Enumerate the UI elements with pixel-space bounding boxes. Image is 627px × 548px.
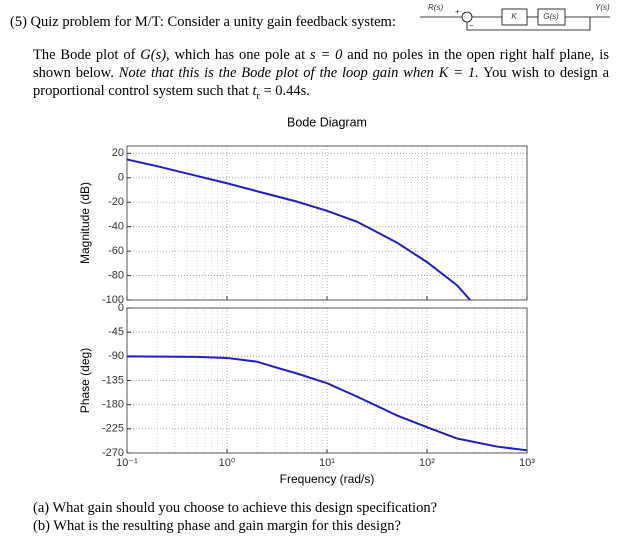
y-tick-label: -45 xyxy=(108,326,124,338)
text: = 0.44s. xyxy=(259,83,310,99)
question: (b) What is the resulting phase and gain… xyxy=(33,518,401,534)
plot-frame xyxy=(126,307,528,454)
math: s = 0 xyxy=(310,47,343,63)
y-tick-label: -225 xyxy=(102,423,124,435)
x-tick-label: 10³ xyxy=(519,457,535,469)
question: (a) What gain should you choose to achie… xyxy=(33,500,438,516)
minus-sign: − xyxy=(469,21,474,30)
curve xyxy=(126,158,471,301)
y-axis-label: Phase (deg) xyxy=(78,348,92,413)
y-axis-label: Magnitude (dB) xyxy=(78,182,92,264)
input-label: R(s) xyxy=(428,3,443,12)
x-tick-label: 10² xyxy=(419,457,435,469)
block-diagram: R(s) + − K G(s) Y(s) xyxy=(420,3,610,31)
math-sub: r xyxy=(256,90,260,102)
y-tick-label: -180 xyxy=(102,399,124,411)
x-tick-label: 10¹ xyxy=(319,457,335,469)
y-tick-label: -40 xyxy=(108,221,124,233)
chart-title: Bode Diagram xyxy=(287,115,367,129)
y-tick-label: -80 xyxy=(108,269,124,281)
plus-sign: + xyxy=(455,7,460,16)
x-tick-label: 10⁰ xyxy=(219,457,236,469)
y-tick-label: -270 xyxy=(102,447,124,459)
curve xyxy=(126,355,528,452)
plant-label: G(s) xyxy=(543,12,559,21)
paragraph-line: shown below. Note that this is the Bode … xyxy=(33,65,609,82)
plot-area xyxy=(127,146,527,300)
text: and no poles in the open right half plan… xyxy=(342,47,609,63)
note: Note that this is the Bode plot of the l… xyxy=(118,65,479,81)
math: t xyxy=(252,83,257,99)
y-tick-label: 20 xyxy=(112,147,124,159)
y-tick-label: -100 xyxy=(102,294,124,306)
y-tick-label: 0 xyxy=(118,172,124,184)
output-label: Y(s) xyxy=(595,3,610,12)
text: The Bode plot of xyxy=(33,47,141,63)
paragraph-line: proportional control system such that tr… xyxy=(33,83,310,102)
bode-chart: -100 -80 -60 -40 -20 0 20 Bode Diagram Magnitude… xyxy=(78,115,535,486)
y-tick-label: 0 xyxy=(118,302,124,314)
x-tick-label: 10⁻¹ xyxy=(116,457,138,469)
text: proportional control system such that xyxy=(33,83,253,99)
math: G(s) xyxy=(140,47,167,63)
x-axis-label: Frequency (rad/s) xyxy=(280,472,375,486)
paragraph-line: The Bode plot of G(s), which has one pol… xyxy=(33,47,609,64)
heading: (5) Quiz problem for M/T: Consider a uni… xyxy=(10,14,396,30)
y-tick-label: -60 xyxy=(108,245,124,257)
y-tick-label: -135 xyxy=(102,374,124,386)
gain-label: K xyxy=(511,12,517,21)
text: You wish to design a xyxy=(478,65,609,81)
plot-frame xyxy=(126,145,528,301)
y-tick-label: -20 xyxy=(108,196,124,208)
text: , which has one pole at xyxy=(166,47,311,63)
y-tick-label: -90 xyxy=(108,350,124,362)
text: shown below. xyxy=(33,65,119,81)
